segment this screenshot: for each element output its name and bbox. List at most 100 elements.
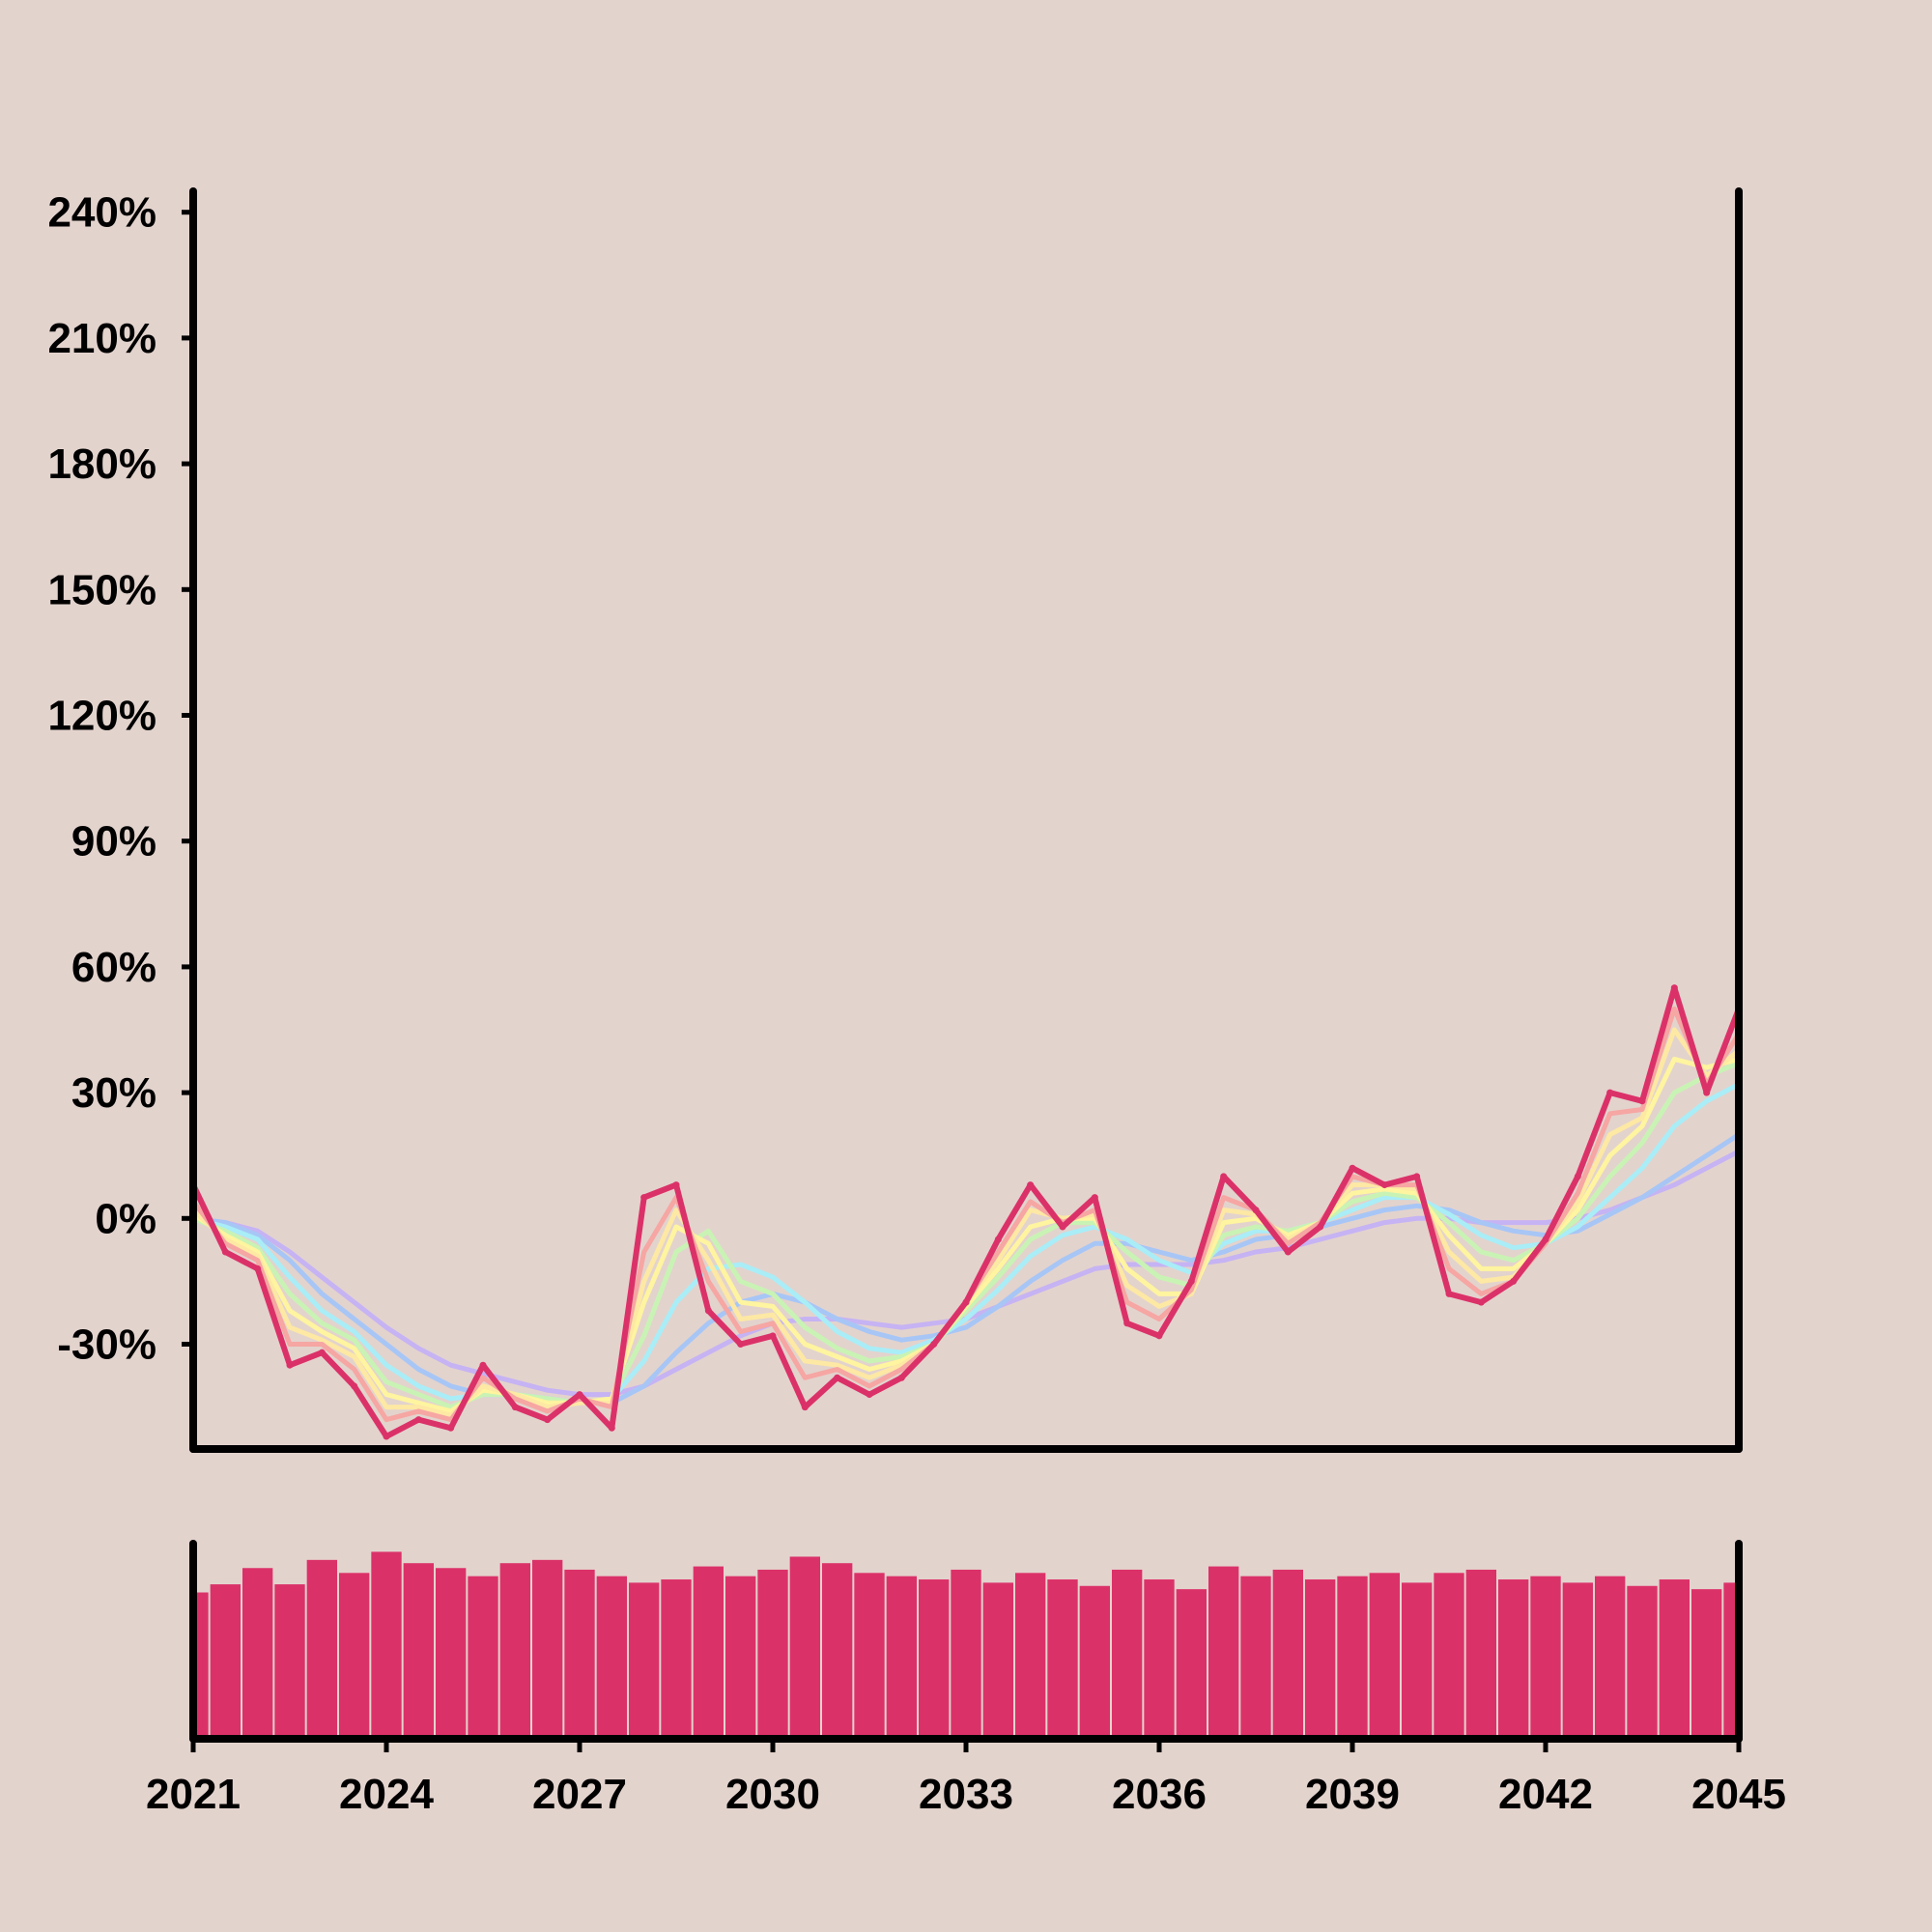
volume-bar [886,1576,917,1739]
y-tick-label: 120% [47,693,156,740]
price-point [962,1298,970,1306]
price-point [544,1416,552,1424]
volume-bar [1208,1566,1239,1739]
price-point [834,1374,841,1381]
price-point [1123,1320,1131,1327]
price-point [930,1341,938,1348]
price-point [1155,1332,1163,1340]
price-point [1187,1277,1195,1285]
y-tick-label: 60% [71,944,156,991]
y-tick-label: -30% [57,1321,156,1369]
price-point [511,1404,519,1411]
price-point [994,1236,1002,1243]
volume-bar [1015,1573,1046,1739]
volume-bar [1723,1582,1735,1739]
price-point [1349,1164,1356,1172]
y-tick-label: 240% [47,189,156,237]
volume-bar [1465,1569,1496,1739]
price-point [1091,1194,1098,1202]
volume-bar [693,1566,724,1739]
x-tick-label: 2030 [725,1771,820,1818]
volume-bar [1272,1569,1303,1739]
price-point [640,1194,648,1202]
volume-bar [371,1551,402,1739]
price-point [704,1307,712,1315]
price-point [1510,1277,1518,1285]
price-point [479,1361,487,1369]
volume-bar [197,1592,209,1739]
price-point [897,1374,905,1381]
price-point [414,1416,422,1424]
volume-bar [1402,1582,1433,1739]
price-point [576,1391,583,1399]
volume-bar [951,1569,981,1739]
volume-bar [789,1556,820,1739]
volume-bar [1595,1576,1626,1739]
price-point [318,1349,326,1356]
volume-bar [1691,1589,1722,1739]
volume-bar [1434,1573,1464,1739]
y-axis-ticks: 240% 210% 180% 150% 120% 90% 60% 30% 0% -30% [47,189,193,1369]
volume-bar [1144,1579,1175,1739]
x-tick-label: 2033 [919,1771,1013,1818]
y-tick-label: 210% [47,315,156,362]
x-tick-label: 2045 [1691,1771,1786,1818]
volume-bar [436,1568,467,1739]
x-tick-label: 2021 [146,1771,241,1818]
volume-bar [982,1582,1013,1739]
price-point [1220,1173,1228,1180]
volume-bar [1112,1569,1143,1739]
price-point [1380,1181,1388,1189]
x-tick-label: 2039 [1305,1771,1400,1818]
price-point [801,1404,809,1411]
x-tick-label: 2027 [532,1771,627,1818]
volume-bar [1337,1576,1368,1739]
x-tick-label: 2024 [339,1771,434,1818]
price-panel: 240% 210% 180% 150% 120% 90% 60% 30% 0% -30% [47,187,1743,1453]
volume-bar [564,1569,595,1739]
volume-bar [725,1576,756,1739]
volume-bar [532,1559,563,1739]
price-point [1413,1173,1421,1180]
y-tick-label: 0% [95,1195,156,1242]
volume-bar [242,1568,273,1739]
volume-bar [1659,1579,1690,1739]
price-point [1638,1097,1646,1105]
price-point [1670,984,1678,992]
volume-bar [629,1582,660,1739]
volume-bar [1530,1576,1561,1739]
x-axis-ticks: 2021 2024 2027 2030 2033 2036 2039 2042 2045 [146,1739,1786,1818]
price-point [254,1264,262,1272]
price-point [608,1424,615,1432]
price-point [737,1341,745,1348]
volume-bar [1562,1582,1593,1739]
volume-bar [822,1563,853,1739]
price-point [1059,1223,1066,1231]
price-point [1027,1181,1035,1189]
y-tick-label: 90% [71,818,156,866]
y-tick-label: 30% [71,1069,156,1117]
volume-bar [1240,1576,1271,1739]
x-tick-label: 2036 [1112,1771,1207,1818]
volume-panel: 2021 2024 2027 2030 2033 2036 2039 2042 2045 [146,1540,1786,1818]
volume-bar [1498,1579,1529,1739]
price-point [1542,1236,1549,1243]
y-tick-label: 150% [47,566,156,613]
x-tick-label: 2042 [1498,1771,1593,1818]
price-point [1606,1089,1614,1096]
price-point [286,1361,294,1369]
volume-bar [919,1579,950,1739]
volume-bar [274,1584,305,1739]
price-point [1703,1089,1711,1096]
volume-bar [596,1576,627,1739]
moving-average-line [190,1061,1742,1410]
volume-bar [854,1573,885,1739]
price-point [221,1248,229,1256]
price-point [672,1181,680,1189]
price-point [1317,1223,1324,1231]
volume-bars [197,1551,1735,1739]
price-point [447,1424,455,1432]
volume-bar [1369,1573,1400,1739]
moving-average-line [190,1081,1742,1406]
